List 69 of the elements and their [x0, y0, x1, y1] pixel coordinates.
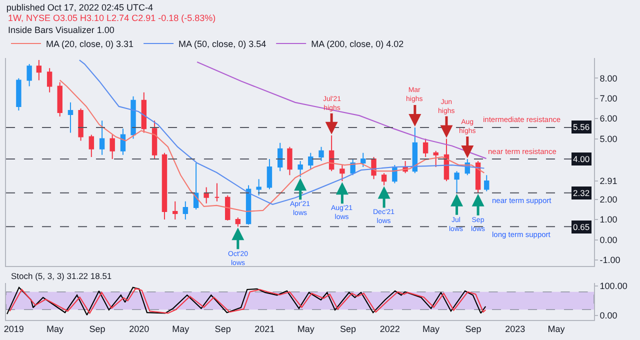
candlestick — [78, 108, 84, 142]
candlestick — [193, 162, 199, 210]
legend-label: MA (20, close, 0) 3.31 — [46, 39, 134, 50]
y-tick-label: 6.00 — [600, 114, 618, 124]
ref-line-label: 5.56 — [573, 122, 590, 132]
x-tick-label: May — [548, 324, 566, 334]
x-tick-label: May — [172, 324, 190, 334]
candlestick — [152, 120, 158, 160]
candlestick — [99, 120, 105, 156]
candlestick — [278, 142, 283, 172]
candlestick — [141, 92, 147, 134]
x-tick-label: 2022 — [380, 324, 400, 334]
ref-line-label: 4.00 — [573, 154, 590, 164]
x-tick-label: 2023 — [505, 324, 526, 334]
x-tick-label: Sep — [214, 324, 231, 334]
candlestick — [16, 78, 22, 111]
x-tick-label: 2019 — [4, 324, 24, 334]
candlestick — [392, 164, 398, 184]
candlestick — [225, 194, 230, 222]
y-tick-label: 2.00 — [600, 194, 618, 205]
y-tick-label: 0.00 — [600, 310, 618, 321]
candlestick — [433, 150, 438, 168]
candlestick — [120, 128, 126, 156]
y-tick-label: 0.00 — [600, 234, 618, 245]
candlestick — [88, 134, 94, 158]
candlestick — [360, 152, 366, 168]
y-tick-label: 100.00 — [600, 281, 628, 292]
x-tick-label: Sep — [89, 324, 106, 334]
chart-title: published Oct 17, 2022 02:45 UTC-4 — [6, 2, 153, 12]
candlestick — [266, 158, 272, 190]
candlestick — [172, 200, 178, 220]
y-tick-label: 7.00 — [600, 94, 618, 104]
ref-line-label: 0.65 — [573, 222, 590, 232]
candlestick — [68, 102, 74, 134]
chart-subtitle: 1W, NYSE O3.05 H3.10 L2.74 C2.91 -0.18 (-5.83%) — [8, 13, 216, 23]
x-tick-label: May — [422, 324, 440, 334]
candlestick — [422, 138, 428, 158]
x-tick-label: 2020 — [129, 324, 150, 334]
candlestick — [256, 178, 262, 196]
x-tick-label: Sep — [340, 324, 356, 334]
candlestick — [162, 152, 168, 220]
candlestick — [308, 152, 314, 170]
y-tick-label: 1.00 — [600, 214, 618, 225]
y-tick-label: 8.00 — [600, 73, 618, 84]
legend-label: MA (50, close, 0) 3.54 — [178, 39, 266, 50]
candlestick — [26, 64, 32, 87]
candlestick — [57, 82, 62, 118]
candlestick — [36, 60, 42, 81]
legend-label: MA (200, close, 0) 4.02 — [311, 39, 404, 50]
candlestick — [46, 68, 52, 93]
candlestick — [350, 158, 356, 176]
candlestick — [287, 146, 292, 176]
text: Stoch (5, 3, 3) 31.22 18.51 — [11, 271, 112, 281]
candlestick — [110, 134, 115, 160]
y-tick-label: -1.00 — [600, 255, 620, 266]
x-tick-label: Sep — [465, 324, 482, 334]
candlestick — [214, 182, 220, 202]
y-tick-label: 2.91 — [600, 176, 618, 186]
candlestick — [204, 186, 209, 204]
y-tick-label: 5.00 — [600, 134, 618, 144]
x-tick-label: May — [46, 324, 64, 334]
x-tick-label: 2021 — [254, 324, 275, 334]
candlestick — [130, 96, 136, 140]
candlestick — [484, 174, 490, 192]
candlestick — [318, 146, 324, 162]
candlestick — [182, 200, 188, 220]
ref-line-label: 2.32 — [573, 188, 590, 198]
x-tick-label: May — [297, 324, 315, 334]
text: Inside Bars Visualizer 1.00 — [8, 25, 114, 35]
